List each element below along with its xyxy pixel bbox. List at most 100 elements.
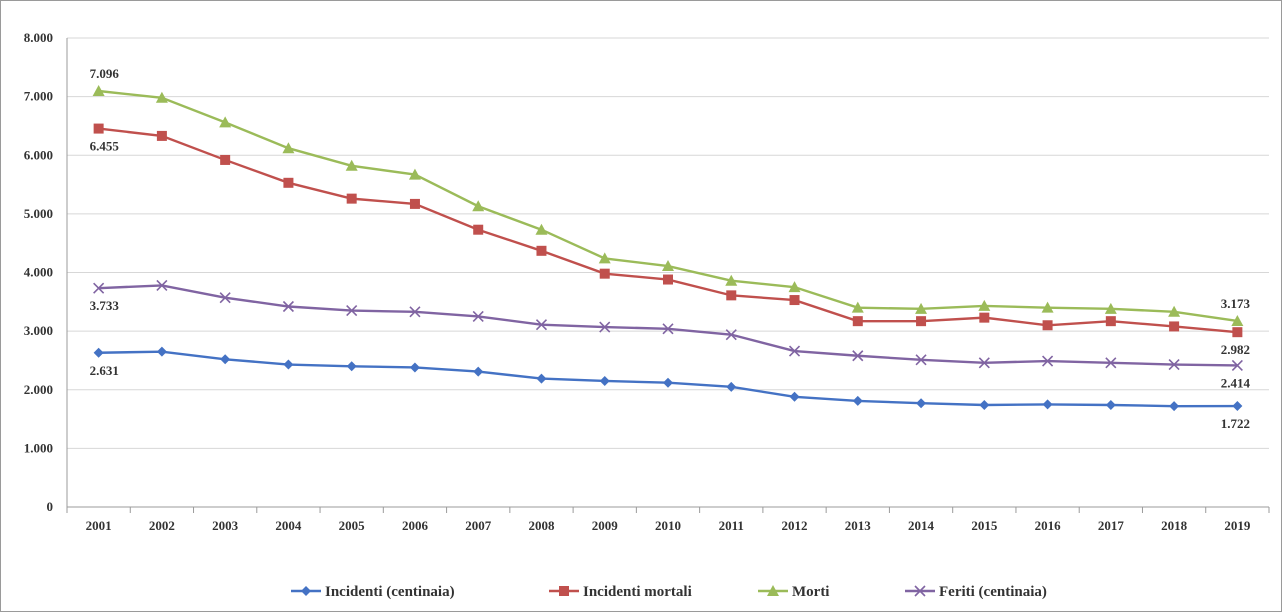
legend-item: Incidenti mortali [549, 584, 692, 600]
data-point-diamond [1232, 401, 1243, 412]
data-point-triangle [1104, 302, 1117, 314]
data-point-diamond [1169, 401, 1180, 412]
data-point-diamond [93, 347, 104, 358]
data-point-square [536, 245, 547, 256]
data-point-diamond [789, 391, 800, 402]
data-point-triangle [851, 301, 864, 313]
series-2 [92, 84, 1244, 326]
y-tick-label: 2.000 [24, 382, 53, 397]
x-tick-label: 2016 [1035, 518, 1062, 533]
data-point-square [1232, 327, 1243, 338]
x-tick-label: 2010 [655, 518, 681, 533]
data-point-x [914, 585, 926, 597]
data-point-square [559, 586, 569, 596]
data-point-square [726, 290, 737, 301]
x-tick-label: 2002 [149, 518, 175, 533]
x-tick-label: 2015 [971, 518, 998, 533]
data-point-square [599, 268, 610, 279]
legend-label: Incidenti mortali [583, 584, 692, 600]
y-tick-label: 3.000 [24, 323, 53, 338]
y-tick-label: 4.000 [24, 265, 53, 280]
series-line [98, 89, 1238, 323]
y-tick-label: 1.000 [24, 440, 53, 455]
x-tick-label: 2006 [402, 518, 429, 533]
data-point-triangle [767, 585, 779, 596]
data-point-diamond [599, 375, 610, 386]
data-point-x [1105, 357, 1117, 369]
data-point-triangle [1231, 314, 1244, 326]
data-point-x [915, 354, 927, 366]
legend-item: Feriti (centinaia) [905, 584, 1047, 600]
data-point-triangle [472, 200, 485, 212]
data-point-triangle [598, 252, 611, 264]
data-label: 2.631 [90, 363, 119, 378]
series-line [98, 284, 1238, 367]
legend-label: Incidenti (centinaia) [325, 584, 455, 600]
data-point-triangle [219, 116, 232, 128]
data-point-triangle [282, 142, 295, 154]
data-point-diamond [220, 354, 231, 365]
data-point-x [852, 350, 864, 362]
data-label: 2.414 [1221, 375, 1251, 390]
x-tick-label: 2017 [1098, 518, 1125, 533]
data-point-square [283, 177, 294, 188]
series-3 [93, 279, 1243, 372]
data-point-x [788, 345, 801, 357]
data-point-triangle [1168, 305, 1181, 317]
x-tick-label: 2004 [275, 518, 302, 533]
y-tick-label: 5.000 [24, 206, 53, 221]
legend-item: Morti [758, 584, 829, 600]
x-tick-label: 2009 [592, 518, 619, 533]
x-tick-label: 2005 [339, 518, 366, 533]
y-tick-label: 7.000 [24, 89, 53, 104]
data-point-square [409, 198, 420, 209]
data-point-diamond [916, 398, 927, 409]
data-label: 7.096 [90, 66, 120, 81]
data-point-square [220, 154, 231, 165]
data-point-square [156, 130, 167, 141]
series-0 [93, 346, 1243, 412]
data-point-triangle [408, 168, 421, 180]
series-1 [93, 123, 1243, 338]
data-point-triangle [155, 91, 168, 103]
data-point-diamond [1042, 399, 1053, 410]
y-tick-label: 8.000 [24, 30, 53, 45]
data-point-x [725, 329, 737, 341]
data-point-x [535, 319, 548, 331]
data-point-diamond [283, 359, 294, 370]
data-point-x [472, 310, 484, 323]
data-point-diamond [979, 399, 990, 410]
x-tick-label: 2014 [908, 518, 935, 533]
x-tick-label: 2008 [528, 518, 555, 533]
legend-label: Morti [792, 584, 829, 600]
x-tick-label: 2013 [845, 518, 872, 533]
data-point-triangle [345, 159, 358, 171]
data-point-square [93, 123, 104, 134]
x-tick-label: 2012 [782, 518, 808, 533]
data-point-x [93, 282, 105, 294]
data-point-square [789, 295, 800, 306]
data-point-diamond [346, 361, 357, 372]
legend-label: Feriti (centinaia) [939, 584, 1047, 600]
data-point-diamond [663, 377, 673, 388]
data-point-triangle [92, 84, 105, 96]
data-point-triangle [662, 260, 674, 272]
data-point-square [852, 316, 863, 327]
data-point-x [599, 321, 611, 333]
legend-item: Incidenti (centinaia) [291, 584, 455, 600]
data-point-triangle [725, 274, 738, 286]
data-point-x [282, 300, 294, 313]
y-tick-label: 0 [47, 499, 54, 514]
data-label: 3.733 [90, 298, 120, 313]
data-point-diamond [1105, 399, 1116, 410]
data-point-x [1231, 359, 1243, 372]
x-tick-label: 2001 [86, 518, 112, 533]
data-point-square [346, 193, 357, 204]
data-point-x [219, 292, 231, 304]
data-point-diamond [409, 362, 420, 373]
data-point-square [1169, 321, 1180, 332]
data-point-x [346, 305, 358, 317]
data-point-square [979, 312, 990, 323]
